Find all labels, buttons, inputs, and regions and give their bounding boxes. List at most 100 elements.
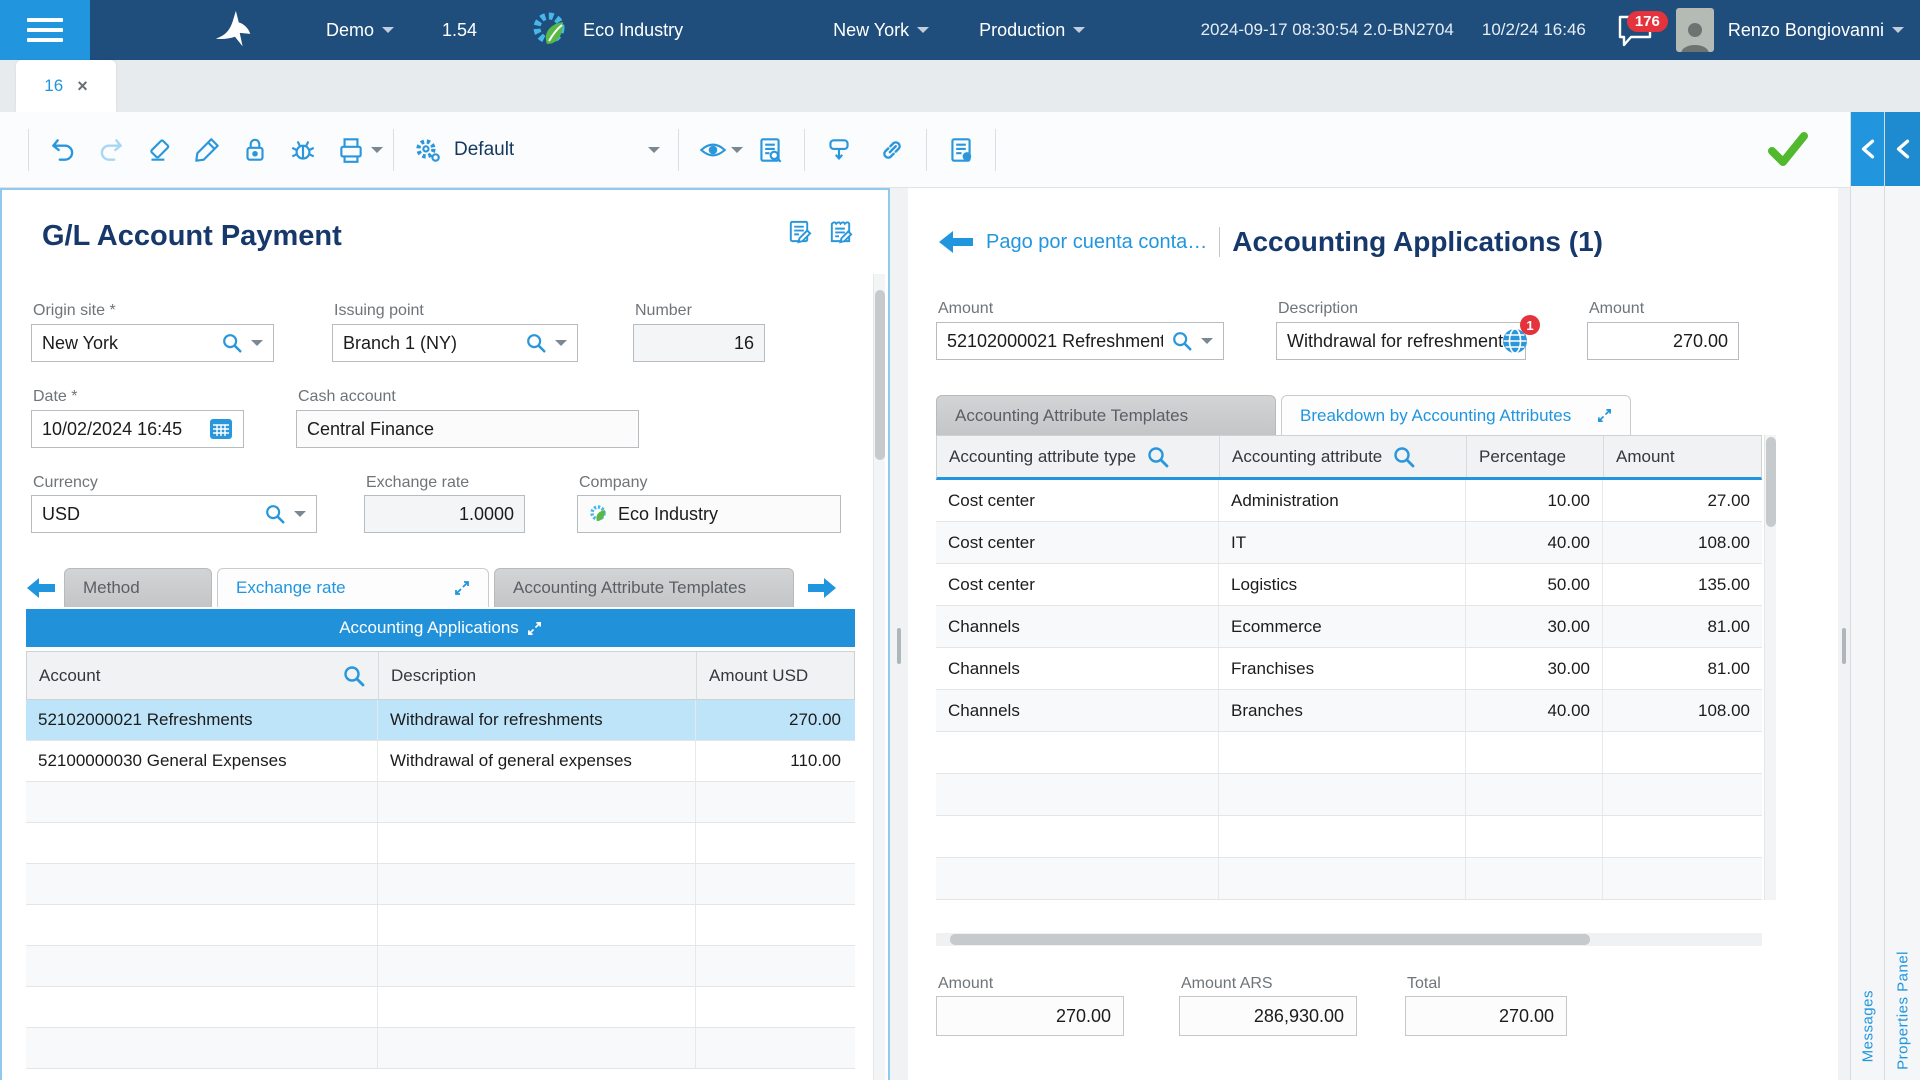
undo-button[interactable] [46, 133, 80, 167]
table-row[interactable]: 52100000030 General Expenses Withdrawal … [26, 741, 855, 782]
column-percentage[interactable]: Percentage [1467, 436, 1604, 477]
column-amount-usd[interactable]: Amount USD [709, 665, 809, 685]
attribute-row[interactable]: Channels Franchises 30.00 81.00 [936, 648, 1762, 690]
column-amount[interactable]: Amount [1616, 446, 1675, 466]
attributes-vertical-scrollbar[interactable] [1764, 435, 1776, 900]
column-description[interactable]: Description [379, 652, 697, 699]
scrollbar-thumb[interactable] [875, 290, 885, 460]
preview-eye-button[interactable] [696, 133, 730, 167]
caret-down-icon[interactable] [251, 340, 263, 346]
tab-exchange-rate[interactable]: Exchange rate [217, 568, 489, 607]
expand-icon[interactable] [454, 580, 470, 596]
lock-icon[interactable] [238, 133, 272, 167]
workspace-dropdown[interactable]: Production [979, 20, 1086, 41]
tab-scroll-left-button[interactable] [26, 573, 64, 603]
issuing-point-field[interactable]: Branch 1 (NY) [332, 324, 578, 362]
section-header-accounting-applications[interactable]: Accounting Applications [26, 609, 855, 647]
notifications-button[interactable]: 176 [1616, 11, 1668, 47]
profile-dropdown[interactable]: Default [412, 135, 660, 165]
amount-field[interactable]: 270.00 [1587, 322, 1739, 360]
attribute-row[interactable]: Cost center Administration 10.00 27.00 [936, 480, 1762, 522]
user-menu[interactable]: Renzo Bongiovanni [1728, 20, 1904, 41]
close-icon[interactable]: × [77, 75, 88, 96]
breadcrumb-parent[interactable]: Pago por cuenta conta… [986, 230, 1208, 253]
description-field[interactable]: Withdrawal for refreshments [1276, 322, 1526, 360]
redo-button[interactable] [94, 133, 128, 167]
environment-dropdown[interactable]: Demo [326, 20, 395, 41]
tab-breakdown-by-accounting-attributes[interactable]: Breakdown by Accounting Attributes [1281, 395, 1631, 435]
search-icon[interactable] [264, 503, 286, 525]
properties-panel-label[interactable]: Properties Panel [1894, 951, 1911, 1070]
attribute-row-empty[interactable] [936, 858, 1762, 900]
caret-down-icon[interactable] [555, 340, 567, 346]
document-search-button[interactable] [753, 133, 787, 167]
design-pencil-icon[interactable] [190, 133, 224, 167]
origin-site-field[interactable]: New York [31, 324, 274, 362]
translations-button[interactable]: 1 [1500, 315, 1540, 356]
scrollbar-thumb[interactable] [950, 934, 1590, 945]
hummingbird-logo[interactable] [210, 7, 256, 53]
tab-accounting-attribute-templates[interactable]: Accounting Attribute Templates [936, 395, 1276, 435]
search-icon[interactable] [1146, 445, 1170, 469]
panel-splitter[interactable] [1838, 188, 1850, 1080]
date-field[interactable]: 10/02/2024 16:45 [31, 410, 244, 448]
print-button[interactable] [334, 133, 368, 167]
table-row[interactable]: 52102000021 Refreshments Withdrawal for … [26, 700, 855, 741]
search-icon[interactable] [1392, 445, 1416, 469]
attribute-row[interactable]: Channels Branches 40.00 108.00 [936, 690, 1762, 732]
caret-down-icon[interactable] [1201, 338, 1213, 344]
confirm-check-icon[interactable] [1766, 130, 1810, 168]
link-button[interactable] [875, 133, 909, 167]
debug-bug-icon[interactable] [286, 133, 320, 167]
caret-down-icon[interactable] [294, 511, 306, 517]
hamburger-menu-icon[interactable] [0, 0, 90, 60]
panel-splitter[interactable] [890, 188, 908, 1080]
search-icon[interactable] [525, 332, 547, 354]
expand-icon[interactable] [527, 621, 542, 636]
search-icon[interactable] [1171, 330, 1193, 352]
tab-accounting-attribute-templates[interactable]: Accounting Attribute Templates [494, 568, 794, 607]
attribute-row[interactable]: Cost center IT 40.00 108.00 [936, 522, 1762, 564]
table-row-empty[interactable] [26, 946, 855, 987]
user-avatar[interactable] [1675, 8, 1714, 52]
account-field[interactable]: 52102000021 Refreshments [936, 322, 1224, 360]
calendar-icon[interactable] [209, 417, 233, 441]
back-arrow-icon[interactable] [938, 230, 974, 254]
table-row-empty[interactable] [26, 782, 855, 823]
search-icon[interactable] [342, 664, 366, 688]
eraser-icon[interactable] [142, 133, 176, 167]
attribute-row[interactable]: Channels Ecommerce 30.00 81.00 [936, 606, 1762, 648]
attributes-horizontal-scrollbar[interactable] [936, 933, 1762, 946]
scrollbar-thumb[interactable] [1766, 437, 1776, 527]
table-row-empty[interactable] [26, 987, 855, 1028]
caret-down-icon[interactable] [371, 146, 383, 153]
document-tab[interactable]: 16 × [16, 60, 116, 112]
attribute-row-empty[interactable] [936, 732, 1762, 774]
document-list-button[interactable] [944, 133, 978, 167]
messages-panel-label[interactable]: Messages [1859, 989, 1876, 1062]
column-attribute-type[interactable]: Accounting attribute type [937, 436, 1220, 477]
table-row-empty[interactable] [26, 905, 855, 946]
tab-scroll-right-button[interactable] [807, 573, 845, 603]
edit-document-icon[interactable] [786, 218, 813, 245]
company-logo-icon[interactable] [529, 8, 573, 52]
currency-field[interactable]: USD [31, 495, 317, 533]
column-account[interactable]: Account [27, 652, 379, 699]
site-dropdown[interactable]: New York [833, 20, 930, 41]
vertical-scrollbar[interactable] [873, 274, 885, 1080]
table-row-empty[interactable] [26, 823, 855, 864]
collapse-properties-button[interactable] [1885, 112, 1920, 186]
workflow-button[interactable] [822, 133, 856, 167]
search-icon[interactable] [221, 332, 243, 354]
tab-method[interactable]: Method [64, 568, 212, 607]
collapse-messages-button[interactable] [1851, 112, 1884, 186]
splitter-handle[interactable] [1842, 628, 1846, 664]
attribute-row-empty[interactable] [936, 774, 1762, 816]
table-row-empty[interactable] [26, 864, 855, 905]
attribute-row[interactable]: Cost center Logistics 50.00 135.00 [936, 564, 1762, 606]
attribute-row-empty[interactable] [936, 816, 1762, 858]
expand-icon[interactable] [1597, 408, 1612, 423]
column-attribute[interactable]: Accounting attribute [1220, 436, 1467, 477]
caret-down-icon[interactable] [731, 146, 743, 153]
splitter-handle[interactable] [897, 628, 901, 664]
